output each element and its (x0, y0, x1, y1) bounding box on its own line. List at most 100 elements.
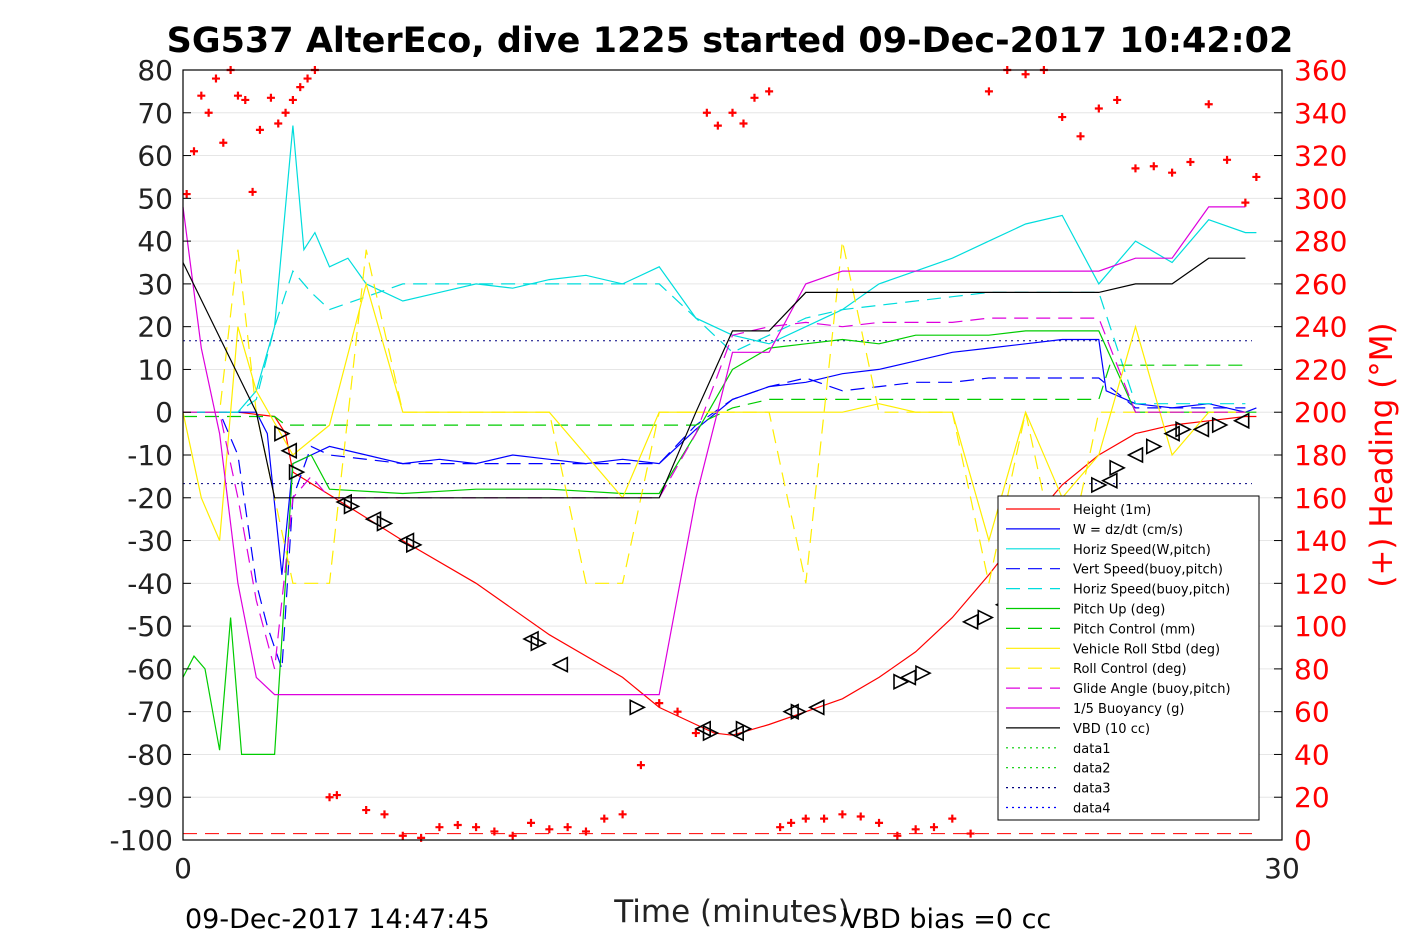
right-y-tick-label: 0 (1294, 824, 1312, 857)
heading-point (508, 831, 517, 840)
heading-point (691, 729, 700, 738)
heading-point (490, 827, 499, 836)
heading-point (274, 119, 283, 128)
heading-point (801, 814, 810, 823)
right-y-tick-label: 320 (1294, 140, 1347, 173)
legend-entry: data2 (1073, 762, 1111, 777)
depth-marker (1101, 472, 1118, 489)
heading-point (1241, 198, 1250, 207)
heading-point (636, 761, 645, 770)
depth-marker (915, 664, 932, 682)
heading-point (893, 831, 902, 840)
heading-point (435, 823, 444, 832)
heading-point (1058, 113, 1067, 122)
heading-point (380, 810, 389, 819)
depth-marker (1211, 416, 1229, 434)
legend-entry: VBD (10 cc) (1073, 722, 1150, 737)
y-tick-label: -50 (127, 610, 173, 643)
heading-point (417, 833, 426, 842)
legend-entry: data4 (1073, 802, 1111, 817)
right-y-tick-label: 300 (1294, 182, 1347, 215)
heading-point (545, 825, 554, 834)
depth-marker (977, 609, 995, 626)
series-line (182, 281, 1246, 543)
legend-entry: 1/5 Buoyancy (g) (1073, 702, 1184, 717)
heading-point (241, 95, 250, 104)
depth-marker (364, 510, 382, 528)
depth-marker (530, 634, 548, 652)
right-y-axis-label: (+) Heading (°M) (1364, 322, 1400, 587)
heading-point (211, 74, 220, 83)
heading-point (296, 83, 305, 92)
y-tick-label: -70 (127, 696, 173, 729)
heading-point (303, 74, 312, 83)
y-tick-label: 50 (137, 182, 173, 215)
heading-point (787, 818, 796, 827)
heading-point (739, 119, 748, 128)
legend-entry: data3 (1073, 782, 1111, 797)
heading-point (1021, 70, 1030, 79)
heading-point (197, 91, 206, 100)
heading-point (1168, 168, 1177, 177)
heading-point (233, 91, 242, 100)
heading-point (838, 810, 847, 819)
x-axis: 0 30 (174, 832, 1300, 885)
depth-marker (280, 442, 298, 460)
right-y-tick-label: 40 (1294, 738, 1330, 771)
legend-entry: Glide Angle (buoy,pitch) (1073, 682, 1231, 697)
depth-marker (288, 463, 306, 481)
y-tick-label: 70 (137, 97, 173, 130)
heading-point (266, 93, 275, 102)
right-y-tick-label: 200 (1294, 396, 1347, 429)
depth-marker (1232, 412, 1250, 430)
right-y-tick-label: 100 (1294, 610, 1347, 643)
depth-marker (1145, 438, 1163, 455)
depth-marker (1192, 421, 1210, 438)
heading-point (673, 707, 682, 716)
depth-marker (790, 703, 808, 720)
depth-marker (343, 498, 361, 515)
right-y-tick-label: 60 (1294, 696, 1330, 729)
y-tick-label: -30 (127, 525, 173, 558)
right-y-tick-label: 240 (1294, 311, 1347, 344)
heading-point (776, 823, 785, 832)
y-tick-label: 20 (137, 311, 173, 344)
right-y-tick-label: 140 (1294, 525, 1347, 558)
y-tick-label: -40 (127, 567, 173, 600)
heading-point (1204, 100, 1213, 109)
y-tick-label: 60 (137, 140, 173, 173)
heading-point (182, 190, 191, 199)
x-axis-label: Time (minutes) (613, 894, 849, 930)
heading-point (875, 818, 884, 827)
right-y-tick-label: 20 (1294, 781, 1330, 814)
depth-marker (629, 699, 647, 716)
series-line (182, 257, 1246, 499)
heading-point (219, 138, 228, 147)
y-tick-label: 40 (137, 225, 173, 258)
heading-point (472, 823, 481, 832)
legend-entry: Vehicle Roll Stbd (deg) (1073, 642, 1220, 657)
footer-timestamp: 09-Dec-2017 14:47:45 (185, 904, 490, 935)
depth-marker (1175, 421, 1192, 438)
depth-marker (1163, 425, 1180, 442)
right-y-tick-label: 120 (1294, 567, 1347, 600)
heading-point (255, 125, 264, 134)
legend-box (997, 495, 1260, 821)
heading-point (655, 699, 664, 708)
heading-point (362, 806, 371, 815)
heading-point (1149, 162, 1158, 171)
heading-point (856, 812, 865, 821)
y-tick-label: -60 (127, 653, 173, 686)
heading-point (820, 814, 829, 823)
y-tick-label: -20 (127, 482, 173, 515)
heading-point (765, 87, 774, 96)
legend-entry: Pitch Up (deg) (1073, 603, 1165, 618)
heading-point (1186, 157, 1195, 166)
heading-point (1076, 132, 1085, 141)
y-tick-label: -80 (127, 738, 173, 771)
depth-marker (1126, 446, 1144, 464)
heading-point (398, 831, 407, 840)
y-tick-label: -100 (109, 824, 173, 857)
series-line (183, 317, 1246, 670)
